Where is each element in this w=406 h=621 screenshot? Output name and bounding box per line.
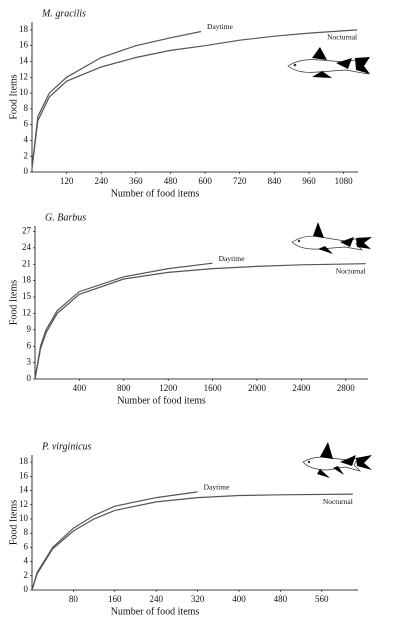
chart-title: M. gracilis <box>41 8 86 19</box>
y-tick-label: 14 <box>19 56 29 66</box>
y-tick-label: 12 <box>19 71 28 81</box>
x-tick-label: 2400 <box>292 383 311 393</box>
x-tick-label: 480 <box>164 176 178 186</box>
x-tick-label: 400 <box>73 383 87 393</box>
data-line <box>34 263 366 380</box>
x-tick-label: 560 <box>315 594 329 604</box>
x-tick-label: 120 <box>60 176 74 186</box>
y-tick-label: 4 <box>24 556 29 566</box>
y-tick-label: 15 <box>22 291 32 301</box>
fish-icon <box>302 442 372 478</box>
y-tick-label: 0 <box>27 373 32 383</box>
y-tick-label: 8 <box>24 527 29 537</box>
x-tick-label: 160 <box>108 594 122 604</box>
series-label: Daytime <box>204 483 230 492</box>
y-tick-label: 0 <box>24 166 29 176</box>
x-tick-label: 2000 <box>248 383 267 393</box>
x-tick-label: 360 <box>129 176 143 186</box>
x-tick-label: 1600 <box>204 383 223 393</box>
x-tick-label: 1200 <box>159 383 178 393</box>
x-tick-label: 600 <box>198 176 212 186</box>
y-tick-label: 14 <box>19 485 29 495</box>
y-tick-label: 16 <box>19 40 29 50</box>
x-tick-label: 480 <box>274 594 288 604</box>
y-axis-label: Food Items <box>8 74 19 119</box>
x-tick-label: 720 <box>233 176 247 186</box>
x-axis-label: Number of food items <box>111 188 200 199</box>
data-line <box>31 29 358 169</box>
y-tick-label: 10 <box>19 513 29 523</box>
y-tick-label: 2 <box>24 150 29 160</box>
y-tick-label: 18 <box>19 456 29 466</box>
y-tick-label: 3 <box>27 357 32 367</box>
x-tick-label: 240 <box>94 176 108 186</box>
data-line <box>31 493 353 591</box>
fish-icon <box>291 222 372 254</box>
chart-title: P. virginicus <box>41 441 92 452</box>
data-line <box>31 491 198 591</box>
y-tick-label: 6 <box>27 340 32 350</box>
data-line <box>31 30 202 169</box>
y-axis-label: Food Items <box>8 280 19 325</box>
series-label: Nocturnal <box>336 266 366 275</box>
y-tick-label: 12 <box>22 307 31 317</box>
x-tick-label: 80 <box>69 594 79 604</box>
y-tick-label: 27 <box>22 226 32 236</box>
series-label: Nocturnal <box>323 497 353 506</box>
y-tick-label: 6 <box>24 119 29 129</box>
x-tick-label: 800 <box>117 383 131 393</box>
series-label: Daytime <box>219 254 245 263</box>
series-label: Daytime <box>207 22 233 31</box>
x-tick-label: 240 <box>149 594 163 604</box>
y-tick-label: 12 <box>19 499 28 509</box>
y-tick-label: 2 <box>24 570 29 580</box>
x-tick-label: 1080 <box>335 176 354 186</box>
x-axis-label: Number of food items <box>111 606 200 617</box>
y-tick-label: 0 <box>24 584 29 594</box>
y-tick-label: 18 <box>22 275 32 285</box>
x-tick-label: 320 <box>191 594 205 604</box>
x-tick-label: 960 <box>302 176 316 186</box>
y-tick-label: 6 <box>24 541 29 551</box>
y-tick-label: 8 <box>24 103 29 113</box>
y-axis-label: Food Items <box>8 500 19 545</box>
chart-title: G. Barbus <box>45 212 86 223</box>
y-tick-label: 4 <box>24 134 29 144</box>
x-tick-label: 840 <box>268 176 282 186</box>
y-tick-label: 9 <box>27 324 32 334</box>
x-axis-label: Number of food items <box>117 395 206 406</box>
y-tick-label: 18 <box>19 24 29 34</box>
y-tick-label: 21 <box>22 258 31 268</box>
x-tick-label: 400 <box>232 594 246 604</box>
data-line <box>34 262 213 380</box>
y-tick-label: 16 <box>19 470 29 480</box>
fish-icon <box>287 47 370 78</box>
series-label: Nocturnal <box>327 33 357 42</box>
y-tick-label: 24 <box>22 242 32 252</box>
y-tick-label: 10 <box>19 87 29 97</box>
x-tick-label: 2800 <box>337 383 356 393</box>
